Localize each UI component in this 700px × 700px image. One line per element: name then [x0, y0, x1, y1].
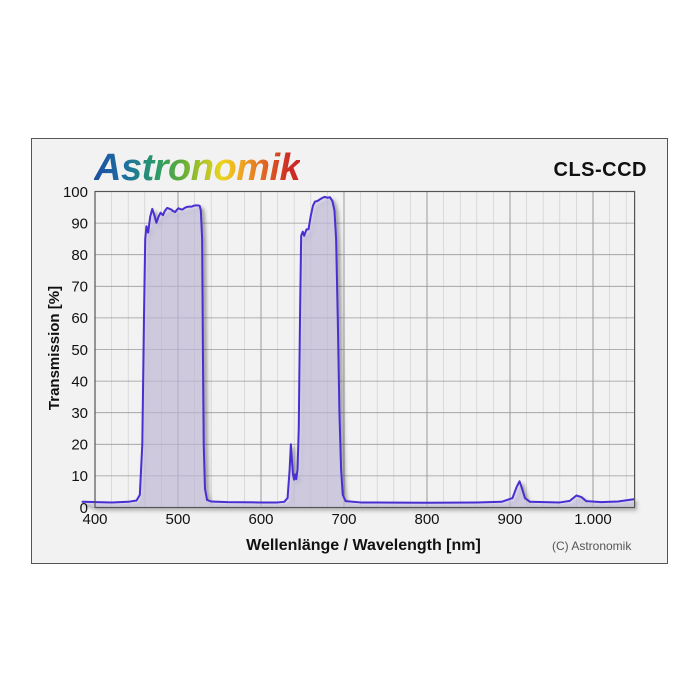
svg-text:400: 400: [82, 511, 107, 528]
svg-text:500: 500: [165, 511, 190, 528]
svg-text:10: 10: [71, 468, 88, 485]
svg-text:40: 40: [71, 373, 88, 390]
svg-text:100: 100: [63, 184, 88, 201]
svg-text:600: 600: [248, 511, 273, 528]
svg-text:1.000: 1.000: [574, 511, 612, 528]
svg-text:800: 800: [414, 511, 439, 528]
svg-text:80: 80: [71, 247, 88, 264]
svg-text:900: 900: [497, 511, 522, 528]
svg-text:700: 700: [331, 511, 356, 528]
svg-text:30: 30: [71, 405, 88, 422]
svg-text:60: 60: [71, 310, 88, 327]
svg-text:50: 50: [71, 342, 88, 359]
svg-text:70: 70: [71, 279, 88, 296]
svg-text:90: 90: [71, 215, 88, 232]
svg-text:20: 20: [71, 437, 88, 454]
